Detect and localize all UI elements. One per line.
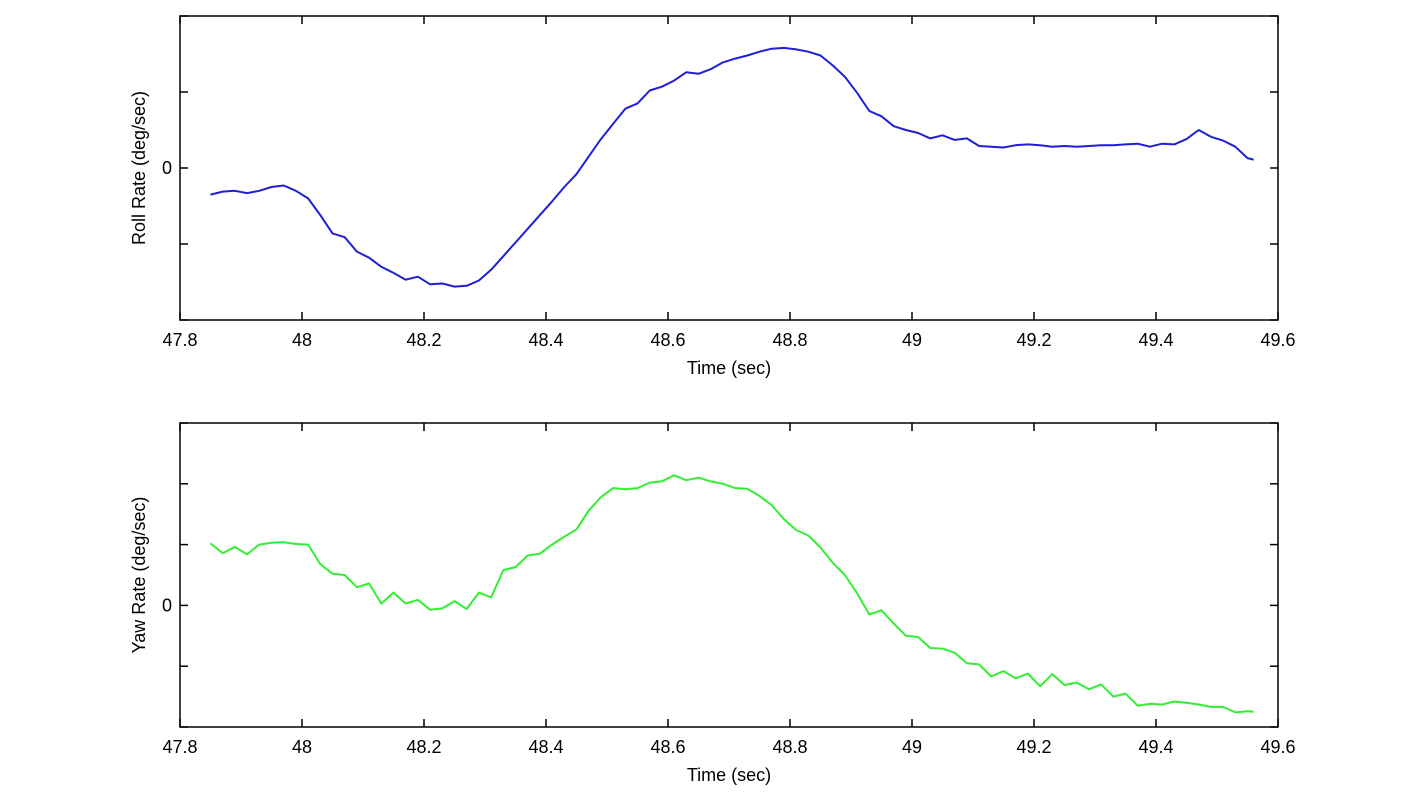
roll-x-tick-label: 48.4 bbox=[528, 330, 563, 350]
roll-x-tick-label: 49.6 bbox=[1260, 330, 1295, 350]
yaw-axes-box bbox=[179, 422, 1279, 728]
yaw-x-tick-label: 49.2 bbox=[1016, 737, 1051, 757]
roll-y-tick-label: 0 bbox=[162, 158, 172, 178]
roll-x-tick-label: 47.8 bbox=[162, 330, 197, 350]
yaw-x-tick-label: 49.6 bbox=[1260, 737, 1295, 757]
roll-x-tick-label: 48.2 bbox=[406, 330, 441, 350]
yaw-x-tick-label: 47.8 bbox=[162, 737, 197, 757]
roll-rate-series-line bbox=[210, 46, 1254, 288]
roll-x-tick-label: 49.2 bbox=[1016, 330, 1051, 350]
roll-x-tick-label: 49 bbox=[902, 330, 922, 350]
yaw-x-tick-label: 48.8 bbox=[772, 737, 807, 757]
yaw-y-tick-label: 0 bbox=[162, 595, 172, 615]
roll-x-tick-label: 48 bbox=[292, 330, 312, 350]
yaw-rate-panel: 47.8 48 48.2 48.4 48.6 48.8 49 49.2 49.4 49.6 0 Tim… bbox=[129, 422, 1296, 785]
yaw-x-axis-label: Time (sec) bbox=[687, 765, 771, 785]
yaw-x-tick-label: 48.6 bbox=[650, 737, 685, 757]
roll-x-tick-label: 48.8 bbox=[772, 330, 807, 350]
roll-x-tick-label: 49.4 bbox=[1138, 330, 1173, 350]
roll-rate-panel: 47.8 48 48.2 48.4 48.6 48.8 49 49.2 49.4 49.6 0 Tim… bbox=[129, 15, 1296, 378]
roll-x-axis-label: Time (sec) bbox=[687, 358, 771, 378]
yaw-x-tick-label: 48.4 bbox=[528, 737, 563, 757]
roll-axes-box bbox=[179, 15, 1279, 321]
yaw-x-tick-label: 48 bbox=[292, 737, 312, 757]
roll-x-tick-label: 48.6 bbox=[650, 330, 685, 350]
yaw-x-tick-label: 49 bbox=[902, 737, 922, 757]
yaw-x-tick-label: 49.4 bbox=[1138, 737, 1173, 757]
yaw-y-axis-label: Yaw Rate (deg/sec) bbox=[129, 497, 149, 654]
roll-y-axis-label: Roll Rate (deg/sec) bbox=[129, 91, 149, 245]
yaw-rate-series-line bbox=[209, 474, 1254, 714]
yaw-x-tick-label: 48.2 bbox=[406, 737, 441, 757]
